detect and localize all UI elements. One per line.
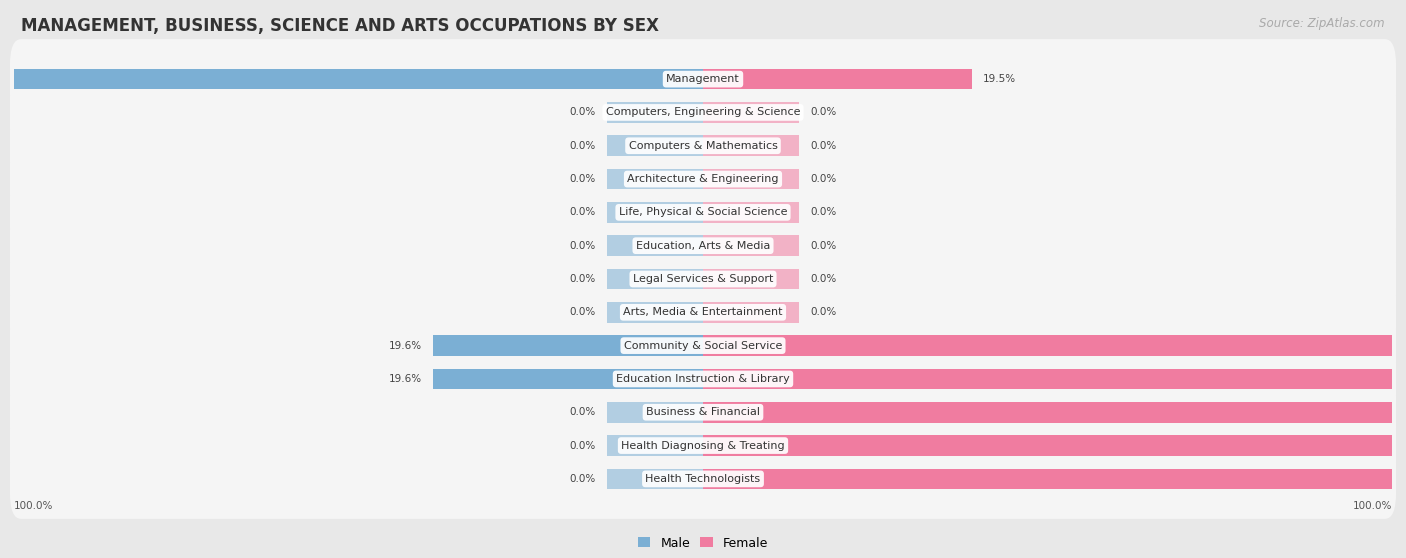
FancyBboxPatch shape (10, 306, 1396, 386)
FancyBboxPatch shape (10, 172, 1396, 252)
Bar (606, 102, 703, 123)
Text: 100.0%: 100.0% (1353, 501, 1392, 511)
Bar (606, 202, 703, 223)
Bar (703, 469, 1406, 489)
Legend: Male, Female: Male, Female (638, 537, 768, 550)
Text: 0.0%: 0.0% (810, 108, 837, 117)
FancyBboxPatch shape (10, 206, 1396, 286)
Bar (703, 69, 972, 89)
Bar (703, 335, 1406, 356)
Text: 0.0%: 0.0% (569, 274, 596, 284)
Bar (703, 435, 1406, 456)
Bar (606, 268, 703, 290)
Bar (703, 202, 800, 223)
Text: Arts, Media & Entertainment: Arts, Media & Entertainment (623, 307, 783, 318)
Text: 0.0%: 0.0% (569, 208, 596, 218)
Bar (606, 402, 703, 422)
Text: Computers & Mathematics: Computers & Mathematics (628, 141, 778, 151)
Text: 0.0%: 0.0% (569, 407, 596, 417)
Text: Health Technologists: Health Technologists (645, 474, 761, 484)
FancyBboxPatch shape (10, 39, 1396, 119)
Bar (606, 469, 703, 489)
Bar (606, 136, 703, 156)
FancyBboxPatch shape (10, 139, 1396, 219)
Bar (606, 169, 703, 189)
Bar (703, 369, 1406, 389)
Text: Community & Social Service: Community & Social Service (624, 340, 782, 350)
Text: 0.0%: 0.0% (569, 108, 596, 117)
Text: Education, Arts & Media: Education, Arts & Media (636, 240, 770, 251)
FancyBboxPatch shape (10, 239, 1396, 319)
Bar (703, 235, 800, 256)
Text: 0.0%: 0.0% (810, 274, 837, 284)
Bar (606, 235, 703, 256)
Bar (703, 268, 800, 290)
Text: 19.5%: 19.5% (983, 74, 1015, 84)
Text: 0.0%: 0.0% (569, 240, 596, 251)
Text: 0.0%: 0.0% (569, 474, 596, 484)
Text: 0.0%: 0.0% (569, 307, 596, 318)
Bar (433, 369, 703, 389)
Text: 19.6%: 19.6% (389, 340, 422, 350)
Bar (0, 69, 703, 89)
FancyBboxPatch shape (10, 339, 1396, 419)
Bar (703, 136, 800, 156)
Bar (433, 335, 703, 356)
Text: Source: ZipAtlas.com: Source: ZipAtlas.com (1260, 17, 1385, 30)
Bar (703, 302, 800, 323)
Bar (703, 402, 1406, 422)
FancyBboxPatch shape (10, 372, 1396, 452)
Text: 0.0%: 0.0% (569, 141, 596, 151)
Text: 0.0%: 0.0% (569, 441, 596, 450)
Text: Education Instruction & Library: Education Instruction & Library (616, 374, 790, 384)
Text: Life, Physical & Social Science: Life, Physical & Social Science (619, 208, 787, 218)
FancyBboxPatch shape (10, 406, 1396, 485)
Text: Management: Management (666, 74, 740, 84)
Bar (606, 435, 703, 456)
Text: 0.0%: 0.0% (810, 208, 837, 218)
FancyBboxPatch shape (10, 106, 1396, 186)
Text: 0.0%: 0.0% (810, 141, 837, 151)
Text: 0.0%: 0.0% (810, 307, 837, 318)
Bar (703, 102, 800, 123)
Text: Architecture & Engineering: Architecture & Engineering (627, 174, 779, 184)
Text: 19.6%: 19.6% (389, 374, 422, 384)
Text: 0.0%: 0.0% (810, 174, 837, 184)
Text: Business & Financial: Business & Financial (645, 407, 761, 417)
FancyBboxPatch shape (10, 73, 1396, 152)
Text: Computers, Engineering & Science: Computers, Engineering & Science (606, 108, 800, 117)
Text: 100.0%: 100.0% (14, 501, 53, 511)
Text: Health Diagnosing & Treating: Health Diagnosing & Treating (621, 441, 785, 450)
Text: Legal Services & Support: Legal Services & Support (633, 274, 773, 284)
Text: 0.0%: 0.0% (810, 240, 837, 251)
Text: 0.0%: 0.0% (569, 174, 596, 184)
FancyBboxPatch shape (10, 272, 1396, 352)
FancyBboxPatch shape (10, 439, 1396, 519)
Bar (703, 169, 800, 189)
Text: MANAGEMENT, BUSINESS, SCIENCE AND ARTS OCCUPATIONS BY SEX: MANAGEMENT, BUSINESS, SCIENCE AND ARTS O… (21, 17, 659, 35)
Bar (606, 302, 703, 323)
